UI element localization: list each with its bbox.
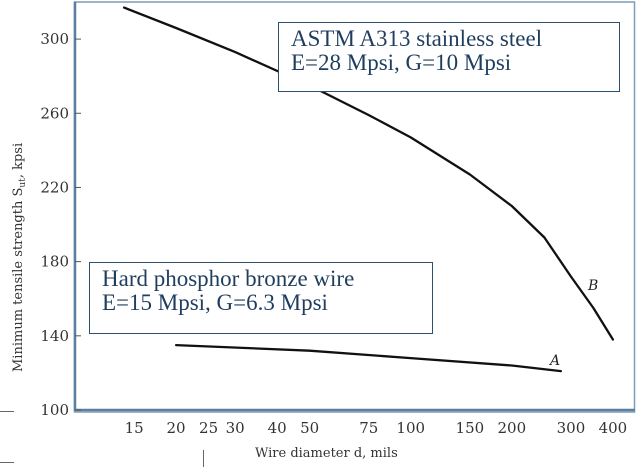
x-axis-title-text: Wire diameter d, mils [255,446,398,461]
y-tick-label: 220 [40,178,69,196]
y-axis-title: Minimum tensile strength Sut, kpsi [11,143,28,372]
phosphor-bronze-annotation: Hard phosphor bronze wire E=15 Mpsi, G=6… [89,262,433,334]
stainless-steel-annotation: ASTM A313 stainless steel E=28 Mpsi, G=1… [278,22,620,92]
y-tick-label: 260 [40,104,69,122]
y-tick-label: 140 [40,327,69,345]
series [122,6,615,373]
x-tick-label: 30 [226,419,245,437]
curve-b-label: B [587,278,598,294]
x-tick-label: 50 [300,419,319,437]
page-fragment-line [0,411,14,412]
x-tick-label: 300 [557,419,586,437]
series-line-b [122,6,615,341]
y-tick-label: 100 [40,401,69,419]
x-tick-label: 15 [125,419,144,437]
x-tick-label: 75 [359,419,378,437]
x-tick-label: 150 [456,419,485,437]
x-ticks: 15 20 25 30 40 50 75 100 150 200 300 400 [125,419,628,437]
stainless-steel-moduli: E=28 Mpsi, G=10 Mpsi [291,50,512,75]
x-tick-label: 400 [599,419,628,437]
x-tick-label: 200 [497,419,526,437]
page-fragment-tick [203,450,204,467]
page-fragment-bracket [0,444,14,463]
y-axis-title-main: Minimum tensile strength S [11,188,26,372]
y-axis-title-sub: ut [18,178,28,188]
series-line-a [174,343,563,373]
y-axis-title-unit: , kpsi [11,143,26,178]
curve-a-label: A [548,353,560,369]
y-ticks: 100 140 180 220 260 300 [40,30,81,419]
x-tick-label: 25 [199,419,218,437]
x-tick-label: 20 [167,419,186,437]
y-tick-label: 300 [40,30,69,48]
x-tick-label: 100 [396,419,425,437]
phosphor-bronze-moduli: E=15 Mpsi, G=6.3 Mpsi [102,290,328,315]
x-axis-title: Wire diameter d, mils [255,446,398,461]
y-tick-label: 180 [40,253,69,271]
stainless-steel-title: ASTM A313 stainless steel [291,26,543,51]
x-tick-label: 40 [268,419,287,437]
phosphor-bronze-title: Hard phosphor bronze wire [102,266,355,291]
